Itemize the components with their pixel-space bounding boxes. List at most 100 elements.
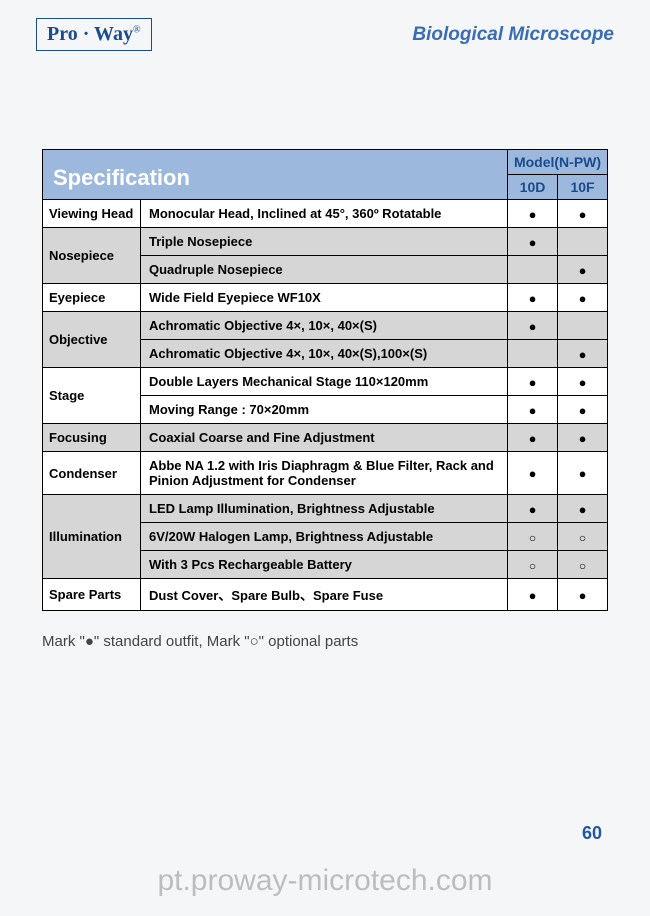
mark-cell	[508, 495, 558, 523]
mark-cell	[558, 228, 608, 256]
empty-circle-icon	[579, 557, 586, 573]
mark-cell	[508, 579, 558, 611]
mark-cell	[508, 340, 558, 368]
description-cell: With 3 Pcs Rechargeable Battery	[141, 551, 508, 579]
description-cell: LED Lamp Illumination, Brightness Adjust…	[141, 495, 508, 523]
mark-cell	[558, 340, 608, 368]
spec-table-wrap: Specification Model(N-PW) 10D 10F Viewin…	[42, 149, 608, 611]
mark-cell	[558, 452, 608, 495]
filled-circle-icon	[579, 262, 587, 278]
spec-title-cell: Specification	[43, 150, 508, 200]
filled-circle-icon	[529, 465, 537, 481]
logo-text: Pro · Way	[47, 23, 133, 45]
mark-cell	[558, 256, 608, 284]
description-cell: Triple Nosepiece	[141, 228, 508, 256]
table-row: IlluminationLED Lamp Illumination, Brigh…	[43, 495, 608, 523]
model-col-2: 10F	[558, 175, 608, 200]
description-cell: Double Layers Mechanical Stage 110×120mm	[141, 368, 508, 396]
logo-registered: ®	[133, 24, 141, 35]
mark-cell	[508, 396, 558, 424]
table-row: ObjectiveAchromatic Objective 4×, 10×, 4…	[43, 312, 608, 340]
table-body: Viewing HeadMonocular Head, Inclined at …	[43, 200, 608, 611]
description-cell: Monocular Head, Inclined at 45°, 360º Ro…	[141, 200, 508, 228]
filled-circle-icon	[579, 402, 587, 418]
mark-cell	[508, 228, 558, 256]
mark-cell	[558, 284, 608, 312]
mark-cell	[508, 424, 558, 452]
table-row: Viewing HeadMonocular Head, Inclined at …	[43, 200, 608, 228]
description-cell: Quadruple Nosepiece	[141, 256, 508, 284]
mark-cell	[558, 396, 608, 424]
filled-circle-icon	[579, 206, 587, 222]
category-cell: Spare Parts	[43, 579, 141, 611]
description-cell: Achromatic Objective 4×, 10×, 40×(S),100…	[141, 340, 508, 368]
mark-cell	[508, 256, 558, 284]
mark-cell	[508, 200, 558, 228]
category-cell: Nosepiece	[43, 228, 141, 284]
spec-table: Specification Model(N-PW) 10D 10F Viewin…	[42, 149, 608, 611]
filled-circle-icon	[579, 465, 587, 481]
table-row: CondenserAbbe NA 1.2 with Iris Diaphragm…	[43, 452, 608, 495]
category-cell: Condenser	[43, 452, 141, 495]
description-cell: Wide Field Eyepiece WF10X	[141, 284, 508, 312]
empty-circle-icon	[529, 557, 536, 573]
description-cell: Abbe NA 1.2 with Iris Diaphragm & Blue F…	[141, 452, 508, 495]
empty-circle-icon	[579, 529, 586, 545]
category-cell: Focusing	[43, 424, 141, 452]
table-row: EyepieceWide Field Eyepiece WF10X	[43, 284, 608, 312]
category-cell: Stage	[43, 368, 141, 424]
filled-circle-icon	[529, 402, 537, 418]
mark-cell	[558, 551, 608, 579]
mark-cell	[508, 284, 558, 312]
mark-cell	[558, 495, 608, 523]
table-row: StageDouble Layers Mechanical Stage 110×…	[43, 368, 608, 396]
page-number: 60	[582, 823, 602, 844]
category-cell: Objective	[43, 312, 141, 368]
table-header-row: Specification Model(N-PW)	[43, 150, 608, 175]
filled-circle-icon	[529, 290, 537, 306]
filled-circle-icon	[579, 346, 587, 362]
category-cell: Eyepiece	[43, 284, 141, 312]
page-header: Pro · Way® Biological Microscope	[0, 0, 650, 61]
description-cell: 6V/20W Halogen Lamp, Brightness Adjustab…	[141, 523, 508, 551]
description-cell: Achromatic Objective 4×, 10×, 40×(S)	[141, 312, 508, 340]
filled-circle-icon	[579, 290, 587, 306]
empty-circle-icon	[529, 529, 536, 545]
filled-circle-icon	[529, 318, 537, 334]
table-row: Spare PartsDust Cover、Spare Bulb、Spare F…	[43, 579, 608, 611]
mark-cell	[558, 200, 608, 228]
filled-circle-icon	[579, 430, 587, 446]
description-cell: Dust Cover、Spare Bulb、Spare Fuse	[141, 579, 508, 611]
mark-cell	[558, 424, 608, 452]
filled-circle-icon	[529, 206, 537, 222]
filled-circle-icon	[529, 501, 537, 517]
brand-logo: Pro · Way®	[36, 18, 152, 51]
model-col-1: 10D	[508, 175, 558, 200]
mark-cell	[508, 312, 558, 340]
filled-circle-icon	[529, 587, 537, 603]
filled-circle-icon	[579, 587, 587, 603]
filled-circle-icon	[529, 374, 537, 390]
mark-cell	[508, 551, 558, 579]
table-row: FocusingCoaxial Coarse and Fine Adjustme…	[43, 424, 608, 452]
filled-circle-icon	[529, 430, 537, 446]
model-title-cell: Model(N-PW)	[508, 150, 608, 175]
legend-text: Mark "●" standard outfit, Mark "○" optio…	[42, 633, 608, 650]
mark-cell	[558, 312, 608, 340]
category-cell: Illumination	[43, 495, 141, 579]
watermark-text: pt.proway-microtech.com	[0, 864, 650, 898]
doc-title: Biological Microscope	[412, 24, 614, 46]
description-cell: Coaxial Coarse and Fine Adjustment	[141, 424, 508, 452]
table-row: NosepieceTriple Nosepiece	[43, 228, 608, 256]
mark-cell	[558, 523, 608, 551]
filled-circle-icon	[579, 501, 587, 517]
mark-cell	[508, 452, 558, 495]
filled-circle-icon	[529, 234, 537, 250]
mark-cell	[558, 579, 608, 611]
description-cell: Moving Range : 70×20mm	[141, 396, 508, 424]
category-cell: Viewing Head	[43, 200, 141, 228]
mark-cell	[508, 368, 558, 396]
mark-cell	[558, 368, 608, 396]
mark-cell	[508, 523, 558, 551]
filled-circle-icon	[579, 374, 587, 390]
